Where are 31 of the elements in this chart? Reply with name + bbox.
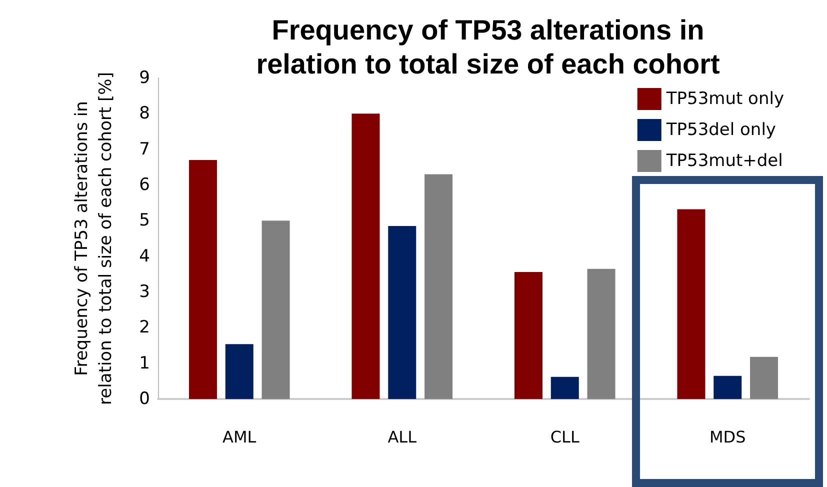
y-tick-label: 5 [139, 210, 150, 231]
chart-title: Frequency of TP53 alterations in relation to total size of each cohort [256, 14, 720, 80]
y-tick-label: 4 [139, 246, 150, 266]
bar [714, 376, 742, 399]
bar [424, 174, 453, 399]
legend-label: TP53del only [665, 120, 776, 140]
y-tick-label: 9 [139, 68, 150, 88]
bar [188, 160, 217, 399]
y-axis-title: Frequency of TP53 alterations in relation to total size of each cohort [%] [72, 72, 116, 405]
bar [750, 356, 778, 399]
bar [677, 209, 706, 399]
x-tick-label: MDS [709, 428, 746, 446]
bar [352, 114, 380, 399]
x-tick-label: CLL [550, 428, 580, 446]
y-tick-label: 3 [139, 282, 150, 302]
legend-label: TP53mut only [665, 89, 784, 109]
x-tick-label: AML [222, 428, 256, 446]
legend-label: TP53mut+del [665, 151, 783, 171]
bar [587, 268, 616, 399]
y-tick-label: 0 [139, 389, 150, 409]
bar [514, 272, 542, 399]
x-tick-label: ALL [388, 428, 417, 446]
y-tick-label: 1 [139, 353, 150, 374]
y-tick-label: 2 [139, 318, 150, 338]
bar [225, 344, 254, 399]
bar [388, 226, 416, 399]
bar [262, 220, 290, 399]
y-tick-label: 6 [139, 175, 150, 195]
bar [550, 376, 579, 399]
y-tick-label: 7 [139, 139, 150, 160]
y-tick-label: 8 [139, 104, 150, 124]
